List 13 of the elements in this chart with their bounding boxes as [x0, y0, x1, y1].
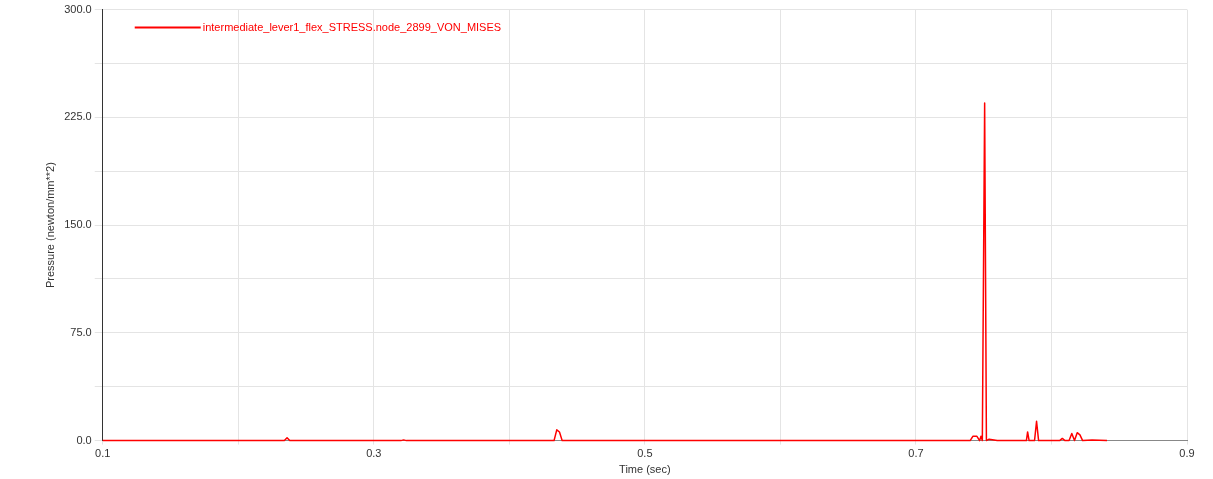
y-tick-label: 225.0 — [64, 110, 92, 123]
x-tick-label: 0.1 — [95, 447, 111, 460]
x-tick-label: 0.3 — [366, 447, 382, 460]
text: intermediate_lever1_flex_STRESS.node_2899_VON_MISES — [202, 20, 502, 33]
y-tick-label: 150.0 — [64, 218, 92, 231]
y-axis-title: Pressure (newton/mm**2) — [43, 162, 56, 289]
y-tick-label: 75.0 — [70, 325, 92, 338]
x-axis-title: Time (sec) — [619, 463, 671, 476]
y-tick-label: 300.0 — [64, 2, 92, 15]
x-tick-label: 0.5 — [637, 447, 653, 460]
y-tick-label: 0.0 — [76, 433, 92, 446]
x-tick-label: 0.7 — [908, 447, 924, 460]
x-tick-label: 0.9 — [1179, 447, 1195, 460]
